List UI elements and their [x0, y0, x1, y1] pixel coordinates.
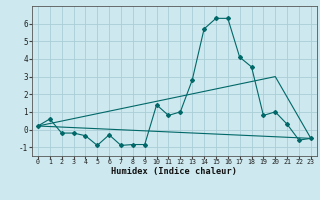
X-axis label: Humidex (Indice chaleur): Humidex (Indice chaleur)	[111, 167, 237, 176]
